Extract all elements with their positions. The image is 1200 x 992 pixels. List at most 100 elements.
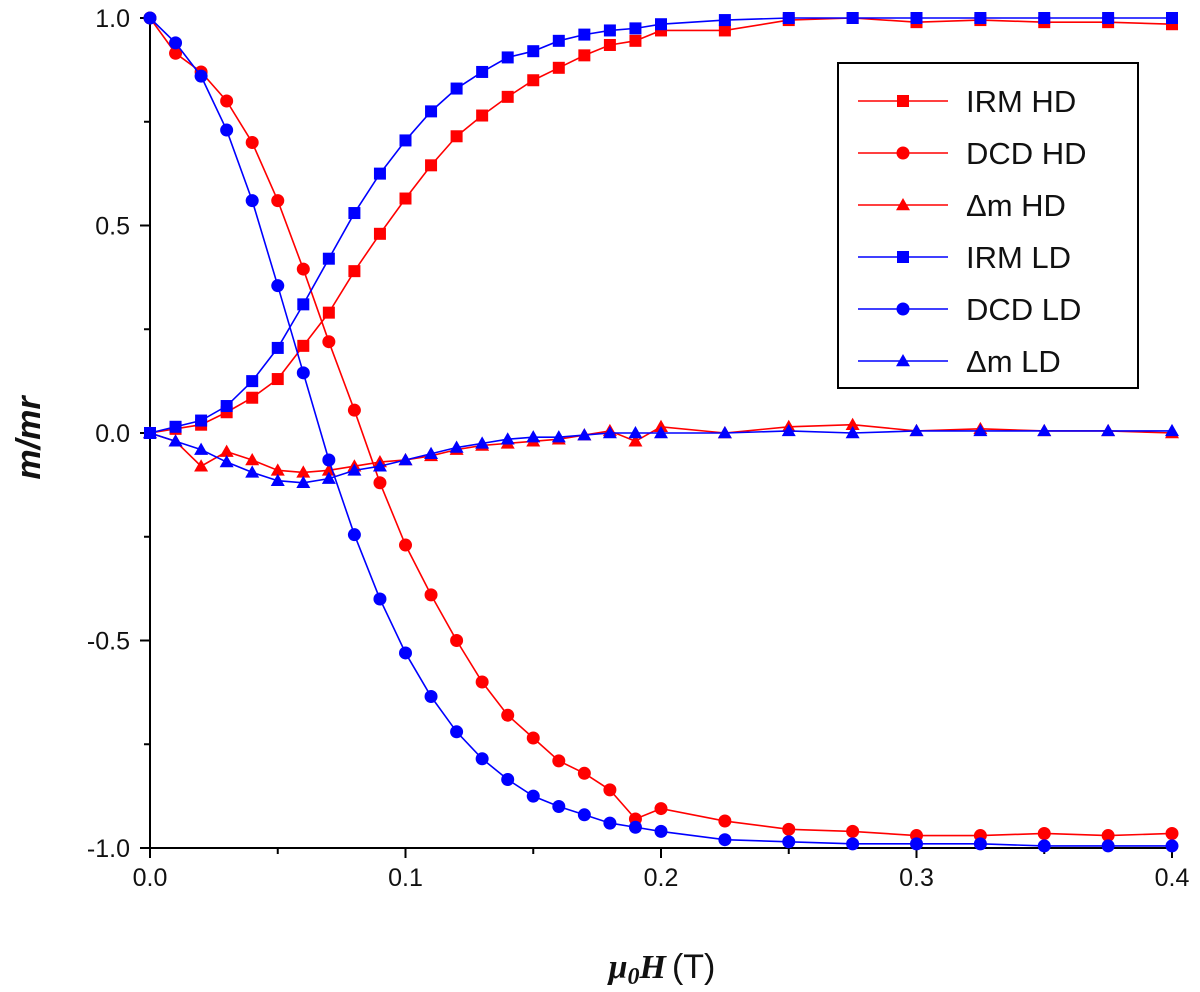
series-6 <box>143 423 1179 489</box>
x-tick-label: 0.4 <box>1155 864 1190 892</box>
data-point <box>399 538 412 552</box>
data-point <box>501 90 514 103</box>
data-point <box>271 341 284 354</box>
data-point <box>245 452 260 466</box>
data-point <box>271 279 285 293</box>
series-layer <box>143 11 1179 853</box>
data-point <box>1165 839 1179 853</box>
data-point <box>1101 829 1115 843</box>
data-point <box>348 265 361 278</box>
data-point <box>399 192 412 205</box>
data-point <box>194 69 208 83</box>
data-point <box>322 335 336 349</box>
data-point <box>373 227 386 240</box>
data-point <box>219 444 234 457</box>
data-point <box>781 423 796 437</box>
data-point <box>654 824 668 838</box>
data-point <box>347 403 361 417</box>
x-tick-label: 0.1 <box>388 864 423 892</box>
data-point <box>501 773 515 787</box>
data-point <box>143 11 157 25</box>
legend-label: DCD HD <box>966 136 1087 171</box>
data-point <box>271 194 285 208</box>
data-point <box>424 446 439 459</box>
data-point <box>297 339 310 352</box>
data-point <box>718 814 732 828</box>
data-point <box>974 12 987 24</box>
data-point <box>1102 12 1115 24</box>
data-point <box>220 94 234 108</box>
data-point <box>194 459 209 472</box>
data-point <box>973 837 987 851</box>
data-point <box>782 835 796 849</box>
data-point <box>1165 423 1179 437</box>
y-tick-label: -0.5 <box>87 628 130 656</box>
data-point <box>270 463 285 476</box>
data-point <box>577 428 592 441</box>
data-point <box>475 752 489 766</box>
data-point <box>296 465 311 478</box>
data-point <box>552 800 566 813</box>
data-point <box>194 442 209 455</box>
data-point <box>629 34 642 47</box>
data-point <box>1101 839 1115 853</box>
data-point <box>500 432 515 445</box>
data-point <box>1165 826 1179 840</box>
data-point <box>169 36 183 50</box>
data-point <box>782 822 796 836</box>
y-axis: -1.0 -0.5 0.0 0.5 1.0 <box>87 5 150 863</box>
legend-box <box>837 62 1139 389</box>
data-point <box>1037 826 1051 840</box>
data-point <box>602 426 617 439</box>
data-point <box>718 24 731 37</box>
data-point <box>846 12 859 24</box>
legend-label: IRM LD <box>966 240 1071 275</box>
y-tick-label: -1.0 <box>87 835 130 863</box>
data-point <box>168 434 183 447</box>
data-point <box>399 134 412 147</box>
data-point <box>322 252 335 265</box>
data-point <box>527 45 540 58</box>
legend-swatch-marker <box>896 354 910 367</box>
data-point <box>628 426 643 439</box>
data-point <box>195 414 208 427</box>
data-point <box>475 675 489 689</box>
data-point <box>475 436 490 449</box>
data-point <box>425 105 438 118</box>
data-point <box>603 24 616 37</box>
data-point <box>577 808 591 822</box>
data-point <box>270 473 285 486</box>
data-point <box>909 423 924 437</box>
data-point <box>629 22 642 35</box>
data-point <box>399 646 412 660</box>
data-point <box>846 824 860 838</box>
data-point <box>527 74 540 87</box>
data-point <box>718 833 732 847</box>
data-point <box>425 159 438 172</box>
data-point <box>373 592 387 606</box>
data-point <box>296 262 310 276</box>
legend-swatch-marker <box>897 251 909 263</box>
data-point <box>169 420 182 433</box>
data-point <box>450 725 464 739</box>
data-point <box>577 766 591 780</box>
data-point <box>372 459 387 472</box>
data-point <box>271 373 284 386</box>
data-point <box>424 588 438 602</box>
data-point <box>603 783 617 797</box>
data-point <box>449 440 464 453</box>
data-point <box>628 434 643 447</box>
data-point <box>246 391 259 404</box>
data-point <box>245 465 260 478</box>
legend-swatch-marker <box>896 146 910 160</box>
data-point <box>296 366 310 380</box>
data-point <box>526 789 540 803</box>
data-point <box>220 400 233 413</box>
x-axis-label-var: μ <box>607 949 628 986</box>
series-4 <box>144 12 1178 439</box>
data-point <box>321 471 336 484</box>
data-point <box>1038 12 1051 24</box>
data-point <box>552 754 566 768</box>
data-point <box>450 82 463 95</box>
